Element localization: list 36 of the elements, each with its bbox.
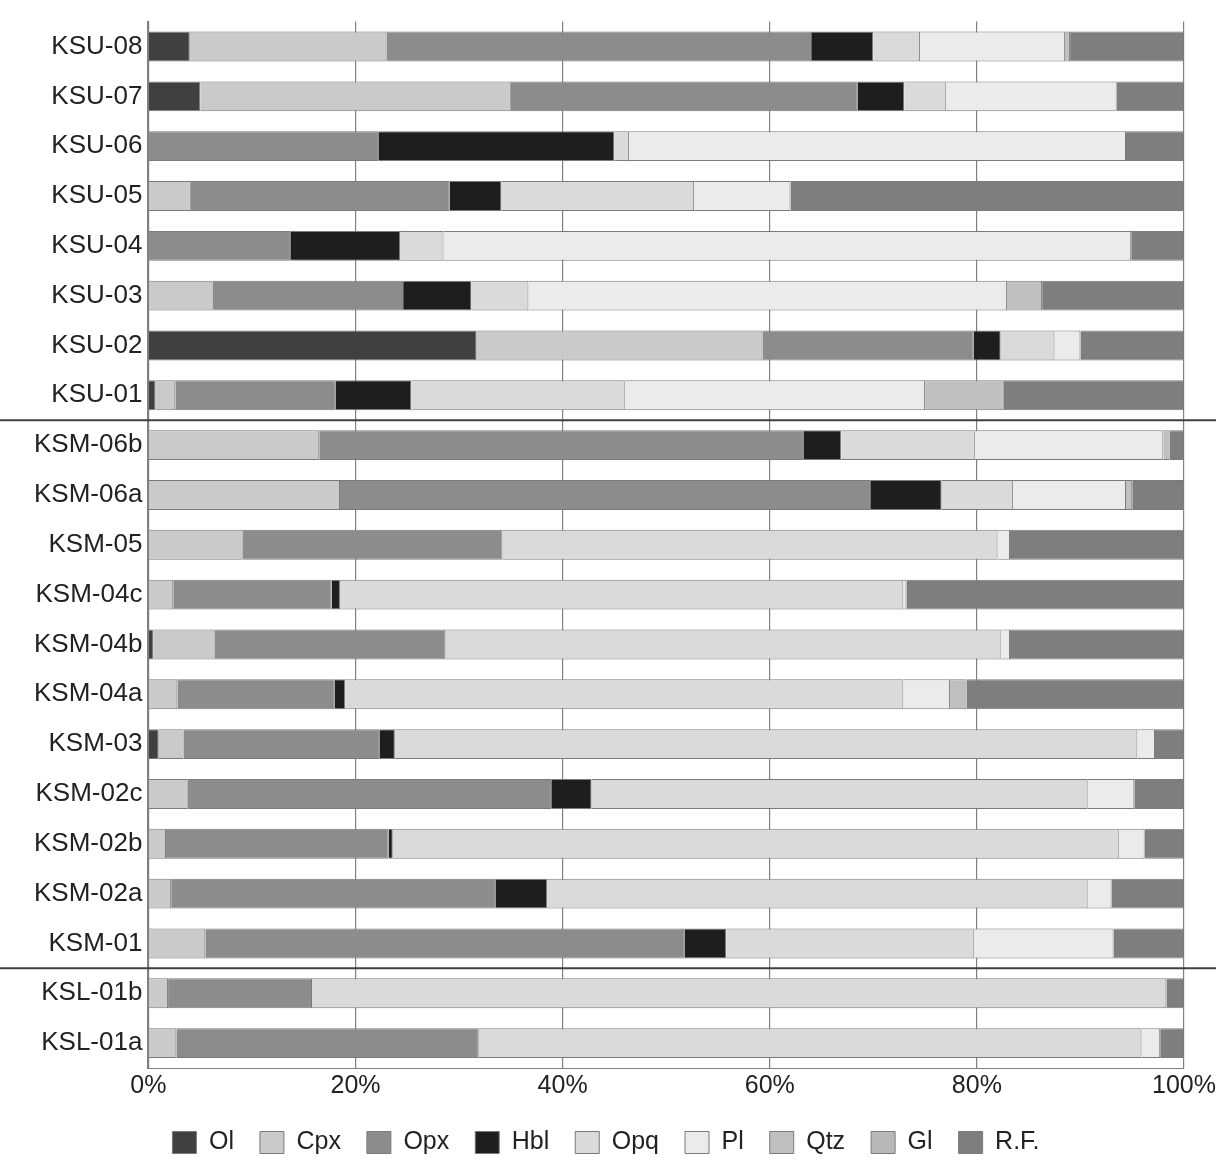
y-tick-label: KSM-06a [33, 478, 143, 509]
legend-label: Qtz [806, 1126, 846, 1155]
y-tick-label: KSU-05 [51, 179, 143, 210]
y-tick-label: KSM-04a [33, 677, 143, 708]
x-tick-label: 100% [1152, 1069, 1216, 1098]
y-tick-label: KSU-07 [51, 79, 143, 110]
legend-label: Ol [208, 1126, 234, 1155]
y-tick-label: KSM-05 [48, 527, 143, 558]
legend-label: Opx [403, 1126, 450, 1155]
y-tick-label: KSU-04 [51, 229, 143, 259]
y-tick-label: KSL-01b [41, 976, 143, 1007]
legend-label: Gl [907, 1126, 933, 1155]
y-tick-label: KSM-02a [33, 876, 143, 907]
x-tick-label: 0% [130, 1069, 167, 1098]
legend-label: Cpx [296, 1126, 342, 1155]
y-tick-label: KSL-01a [41, 1026, 143, 1057]
x-tick-label: 60% [744, 1069, 795, 1098]
y-tick-label: KSU-06 [51, 129, 143, 160]
y-tick-label: KSM-06b [33, 428, 143, 459]
y-tick-label: KSM-04c [35, 577, 143, 608]
y-tick-label: KSU-03 [51, 278, 143, 309]
y-tick-label: KSM-02c [35, 777, 143, 808]
y-tick-label: KSM-03 [48, 727, 143, 758]
y-tick-label: KSU-08 [51, 29, 143, 60]
legend-label: Hbl [511, 1126, 550, 1155]
y-tick-label: KSU-02 [51, 328, 143, 359]
y-tick-label: KSM-02b [33, 826, 143, 857]
legend-label: Pl [721, 1126, 744, 1155]
legend-label: Opq [611, 1126, 660, 1155]
y-tick-label: KSM-01 [48, 926, 143, 957]
x-tick-label: 80% [951, 1069, 1002, 1098]
y-tick-label: KSM-04b [33, 627, 143, 658]
x-tick-label: 40% [537, 1069, 588, 1098]
x-tick-label: 20% [330, 1069, 381, 1098]
y-tick-label: KSU-01 [51, 378, 143, 409]
legend-label: R.F. [995, 1126, 1040, 1155]
